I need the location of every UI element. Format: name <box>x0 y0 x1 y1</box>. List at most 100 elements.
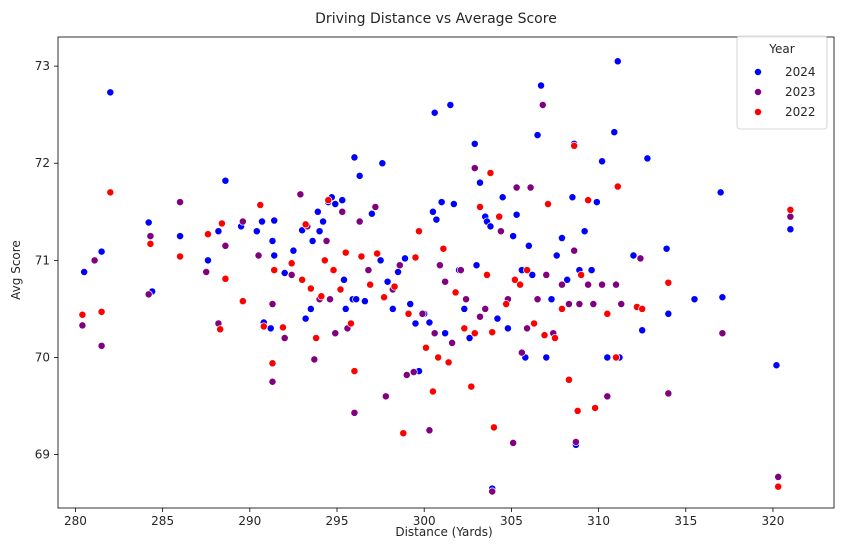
data-point-2023 <box>146 232 155 241</box>
data-point-2022 <box>404 309 413 318</box>
data-point-2022 <box>603 309 612 318</box>
data-point-2024 <box>629 251 638 260</box>
data-point-2023 <box>774 472 783 481</box>
data-point-2024 <box>610 128 619 137</box>
data-point-2022 <box>510 275 519 284</box>
data-point-2022 <box>502 300 511 309</box>
data-point-2022 <box>97 307 106 316</box>
data-point-2024 <box>537 81 545 90</box>
data-point-2024 <box>524 241 533 250</box>
data-point-2024 <box>376 256 385 265</box>
data-point-2022 <box>357 252 366 261</box>
data-point-2022 <box>238 297 247 306</box>
data-point-2023 <box>381 392 390 401</box>
legend-marker-2024 <box>754 68 762 76</box>
data-point-2022 <box>434 353 443 362</box>
data-point-2022 <box>373 249 382 258</box>
data-point-2023 <box>456 266 465 275</box>
data-point-2024 <box>266 324 275 333</box>
data-point-2022 <box>612 353 620 362</box>
data-point-2023 <box>584 280 593 289</box>
data-point-2024 <box>428 207 437 216</box>
data-point-2024 <box>406 300 415 309</box>
data-point-2024 <box>340 275 348 284</box>
data-point-2023 <box>448 338 457 347</box>
data-point-2022 <box>551 334 559 342</box>
data-point-2022 <box>270 266 279 275</box>
data-point-2024 <box>204 256 212 265</box>
data-point-2024 <box>301 314 310 323</box>
data-point-2024 <box>533 131 542 140</box>
data-point-2024 <box>552 251 561 260</box>
data-point-2023 <box>558 280 566 289</box>
data-point-2024 <box>378 159 387 168</box>
data-point-2023 <box>254 251 263 260</box>
y-tick-label: 72 <box>35 156 50 170</box>
data-point-2022 <box>217 219 226 228</box>
data-point-2024 <box>367 209 376 218</box>
data-point-2024 <box>476 178 484 187</box>
data-point-2024 <box>425 318 434 327</box>
data-point-2024 <box>411 319 420 328</box>
data-point-2022 <box>444 358 453 367</box>
legend-label-2024: 2024 <box>785 65 816 79</box>
data-point-2022 <box>540 331 549 340</box>
legend: Year 2024 2023 2022 <box>736 35 828 130</box>
data-point-2022 <box>488 328 497 337</box>
plot-frame <box>57 36 835 509</box>
data-point-2022 <box>317 292 326 301</box>
data-point-2023 <box>338 207 347 216</box>
data-point-2023 <box>786 212 795 221</box>
data-point-2023 <box>322 236 331 245</box>
data-point-2022 <box>221 274 230 283</box>
data-point-2023 <box>78 321 87 330</box>
data-point-2023 <box>202 268 211 276</box>
data-point-2024 <box>486 222 495 231</box>
data-point-2022 <box>460 324 469 333</box>
data-point-2024 <box>106 88 115 97</box>
data-point-2024 <box>308 236 317 245</box>
x-tick-label: 285 <box>151 514 174 528</box>
data-point-2023 <box>425 426 434 435</box>
data-point-2023 <box>612 280 620 289</box>
data-point-2024 <box>350 153 359 162</box>
data-point-2023 <box>441 277 450 286</box>
data-point-2024 <box>313 207 322 216</box>
data-point-2022 <box>570 141 579 150</box>
data-point-2022 <box>380 293 389 302</box>
data-point-2022 <box>415 227 423 236</box>
data-point-2024 <box>718 293 727 302</box>
data-point-2022 <box>350 367 359 376</box>
data-point-2023 <box>564 300 573 309</box>
data-point-2024 <box>613 57 622 66</box>
x-axis-ticks: 280 285 290 295 300 305 310 315 320 <box>64 508 784 528</box>
data-point-2024 <box>592 198 601 207</box>
data-point-2023 <box>238 217 247 226</box>
data-point-2022 <box>204 230 212 239</box>
data-point-2022 <box>591 404 600 412</box>
data-point-2023 <box>589 300 598 309</box>
legend-box <box>736 35 828 130</box>
y-axis-ticks: 69 70 71 72 73 <box>35 59 58 462</box>
data-point-2024 <box>432 215 441 224</box>
data-point-2024 <box>664 309 673 318</box>
data-point-2023 <box>331 329 340 338</box>
y-tick-label: 73 <box>35 59 50 73</box>
data-point-2022 <box>664 278 673 287</box>
data-point-2023 <box>664 389 673 398</box>
data-point-2022 <box>306 284 315 293</box>
data-point-2022 <box>324 196 333 205</box>
data-point-2023 <box>280 334 289 342</box>
data-point-2022 <box>476 202 484 211</box>
data-point-2023 <box>509 438 518 447</box>
data-point-2023 <box>268 300 277 309</box>
data-point-2024 <box>270 216 279 225</box>
data-point-2024 <box>568 193 577 202</box>
x-tick-label: 305 <box>500 514 523 528</box>
data-point-2024 <box>430 108 439 117</box>
data-point-2022 <box>279 323 287 332</box>
data-point-2022 <box>577 270 586 279</box>
data-point-2024 <box>512 210 521 219</box>
data-point-2022 <box>483 270 491 279</box>
